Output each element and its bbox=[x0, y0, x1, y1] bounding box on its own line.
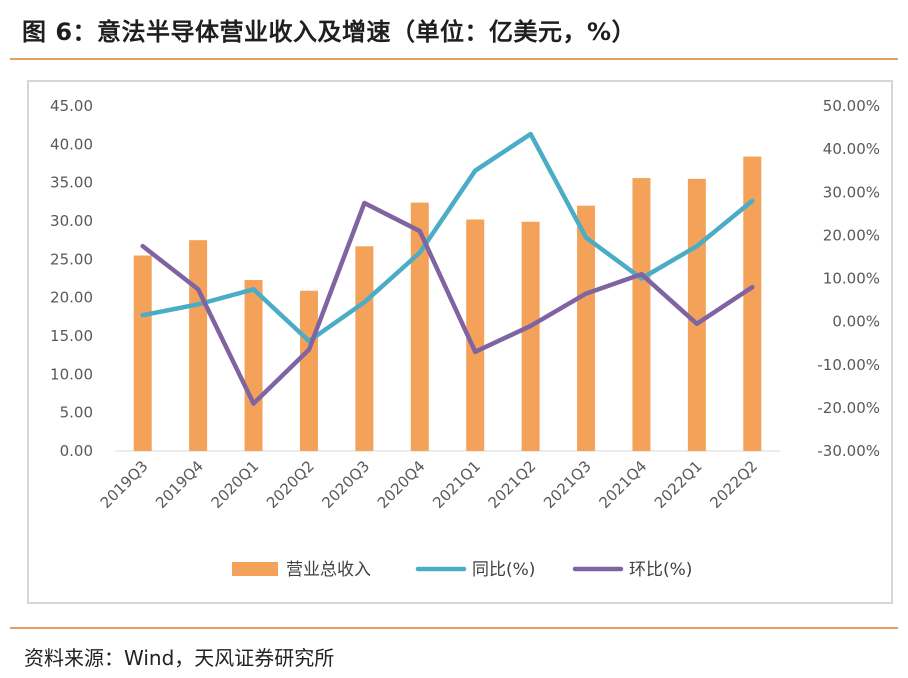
legend-label-qoq: 环比(%) bbox=[629, 560, 692, 580]
x-tick-label: 2019Q4 bbox=[152, 457, 207, 512]
revenue-bar bbox=[410, 202, 429, 451]
revenue-bar bbox=[521, 221, 540, 451]
right-tick-label: 30.00% bbox=[823, 183, 880, 201]
right-tick-label: -20.00% bbox=[817, 399, 880, 417]
revenue-bar bbox=[466, 219, 485, 451]
left-tick-label: 25.00 bbox=[50, 250, 93, 268]
revenue-bar bbox=[743, 156, 762, 451]
title-rule bbox=[10, 58, 898, 60]
right-tick-label: 10.00% bbox=[823, 270, 880, 288]
left-tick-label: 30.00 bbox=[50, 212, 93, 230]
x-tick-label: 2021Q3 bbox=[540, 457, 595, 512]
left-tick-label: 0.00 bbox=[60, 442, 93, 460]
x-tick-label: 2022Q1 bbox=[651, 457, 706, 512]
x-tick-label: 2021Q4 bbox=[595, 457, 650, 512]
left-tick-label: 20.00 bbox=[50, 289, 93, 307]
left-tick-label: 45.00 bbox=[50, 97, 93, 115]
x-tick-label: 2019Q3 bbox=[97, 457, 152, 512]
revenue-bar bbox=[189, 240, 208, 451]
revenue-bar bbox=[299, 290, 318, 451]
x-tick-label: 2020Q4 bbox=[374, 457, 429, 512]
right-tick-label: 20.00% bbox=[823, 226, 880, 244]
right-tick-label: -10.00% bbox=[817, 356, 880, 374]
revenue-bar bbox=[355, 246, 374, 451]
left-tick-label: 5.00 bbox=[60, 404, 93, 422]
legend-swatch-revenue bbox=[232, 562, 278, 576]
figure-title: 图 6：意法半导体营业收入及增速（单位：亿美元，%） bbox=[22, 18, 637, 46]
legend-label-yoy: 同比(%) bbox=[472, 560, 535, 580]
x-tick-label: 2020Q1 bbox=[208, 457, 263, 512]
revenue-bar bbox=[632, 178, 651, 452]
source-note: 资料来源：Wind，天风证券研究所 bbox=[24, 646, 335, 670]
right-tick-label: 40.00% bbox=[823, 140, 880, 158]
right-tick-label: -30.00% bbox=[817, 442, 880, 460]
x-tick-label: 2020Q3 bbox=[318, 457, 373, 512]
x-tick-label: 2021Q2 bbox=[485, 457, 540, 512]
left-tick-label: 15.00 bbox=[50, 327, 93, 345]
x-tick-label: 2022Q2 bbox=[706, 457, 761, 512]
chart-svg: 0.00 5.00 10.00 15.00 20.00 25.00 30.00 35.00 40… bbox=[50, 97, 880, 580]
revenue-bar bbox=[577, 205, 596, 451]
left-tick-label: 10.00 bbox=[50, 365, 93, 383]
left-tick-label: 40.00 bbox=[50, 135, 93, 153]
revenue-bar bbox=[244, 280, 263, 451]
right-tick-label: 50.00% bbox=[823, 97, 880, 115]
revenue-bar bbox=[687, 178, 706, 452]
legend-label-revenue: 营业总收入 bbox=[286, 560, 371, 580]
left-tick-label: 35.00 bbox=[50, 174, 93, 192]
source-rule bbox=[10, 627, 898, 629]
x-tick-label: 2020Q2 bbox=[263, 457, 318, 512]
x-tick-label: 2021Q1 bbox=[429, 457, 484, 512]
yoy-line bbox=[140, 131, 755, 344]
qoq-line bbox=[140, 200, 755, 406]
revenue-bar bbox=[133, 255, 152, 451]
right-tick-label: 0.00% bbox=[832, 313, 880, 331]
